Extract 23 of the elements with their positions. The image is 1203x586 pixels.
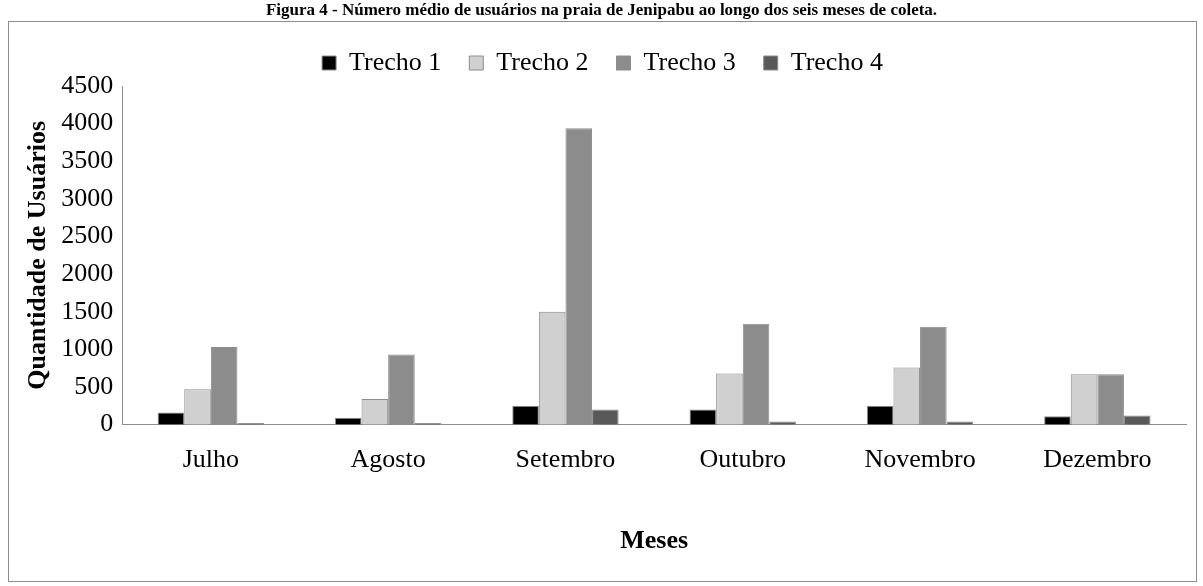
legend-label: Trecho 2 [496,46,589,76]
y-tick-label: 4500 [61,69,114,99]
y-tick-label: 3000 [61,182,114,212]
y-tick-label: 3500 [61,145,114,175]
y-tick-label: 0 [100,408,114,438]
y-axis-title: Quantidade de Usuários [22,120,52,390]
x-axis-title: Meses [620,525,689,555]
x-tick-label: Setembro [515,444,616,474]
y-tick-label: 1000 [61,333,114,363]
chart-title: Figura 4 - Número médio de usuários na praia de Jenipabu ao longo dos seis meses de coleta. [264,0,939,20]
x-tick-label: Novembro [864,444,976,474]
legend-label: Trecho 4 [790,46,883,76]
y-tick-label: 2000 [61,257,114,287]
y-tick-label: 2500 [61,220,114,250]
y-tick-label: 1500 [61,295,114,325]
x-tick-label: Julho [182,444,240,474]
legend-label: Trecho 1 [349,46,442,76]
x-tick-label: Dezembro [1043,444,1152,474]
x-tick-label: Outubro [699,444,787,474]
y-tick-label: 500 [74,370,114,400]
legend-label: Trecho 3 [643,46,736,76]
x-tick-label: Agosto [350,444,426,474]
y-tick-label: 4000 [61,107,114,137]
